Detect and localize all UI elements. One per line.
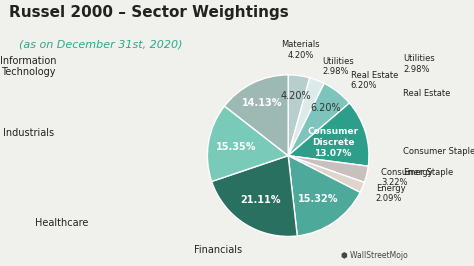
- Text: 15.35%: 15.35%: [216, 142, 256, 152]
- Text: Utilities
2.98%: Utilities 2.98%: [403, 54, 435, 73]
- Text: 6.20%: 6.20%: [310, 103, 341, 113]
- Text: Russel 2000 – Sector Weightings: Russel 2000 – Sector Weightings: [9, 5, 289, 20]
- Text: Consumer Staple: Consumer Staple: [403, 147, 474, 156]
- Text: 21.11%: 21.11%: [240, 195, 280, 205]
- Wedge shape: [225, 75, 288, 156]
- Wedge shape: [288, 78, 324, 156]
- Wedge shape: [288, 156, 360, 236]
- Text: Industrials: Industrials: [3, 128, 54, 138]
- Wedge shape: [288, 156, 365, 192]
- Text: 4.20%: 4.20%: [281, 91, 311, 101]
- Text: 14.13%: 14.13%: [242, 98, 283, 109]
- Text: Real Estate: Real Estate: [403, 89, 450, 98]
- Text: Energy: Energy: [403, 168, 432, 177]
- Wedge shape: [288, 156, 368, 182]
- Text: Healthcare: Healthcare: [35, 218, 88, 228]
- Text: Financials: Financials: [194, 245, 242, 255]
- Text: 15.32%: 15.32%: [298, 194, 338, 204]
- Wedge shape: [288, 83, 349, 156]
- Text: Consumer Staple
3.22%: Consumer Staple 3.22%: [381, 168, 453, 188]
- Text: Information
Technology: Information Technology: [0, 56, 57, 77]
- Text: (as on December 31st, 2020): (as on December 31st, 2020): [19, 40, 182, 50]
- Wedge shape: [208, 106, 288, 181]
- Text: Consumer
Discrete
13.07%: Consumer Discrete 13.07%: [308, 127, 359, 158]
- Text: Real Estate
6.20%: Real Estate 6.20%: [351, 71, 398, 90]
- Text: Energy
2.09%: Energy 2.09%: [376, 184, 405, 203]
- Text: Utilities
2.98%: Utilities 2.98%: [322, 57, 354, 76]
- Wedge shape: [211, 156, 297, 236]
- Wedge shape: [288, 103, 369, 166]
- Text: Materials
4.20%: Materials 4.20%: [282, 40, 320, 60]
- Text: ⬢ WallStreetMojo: ⬢ WallStreetMojo: [341, 251, 408, 260]
- Wedge shape: [288, 75, 310, 156]
